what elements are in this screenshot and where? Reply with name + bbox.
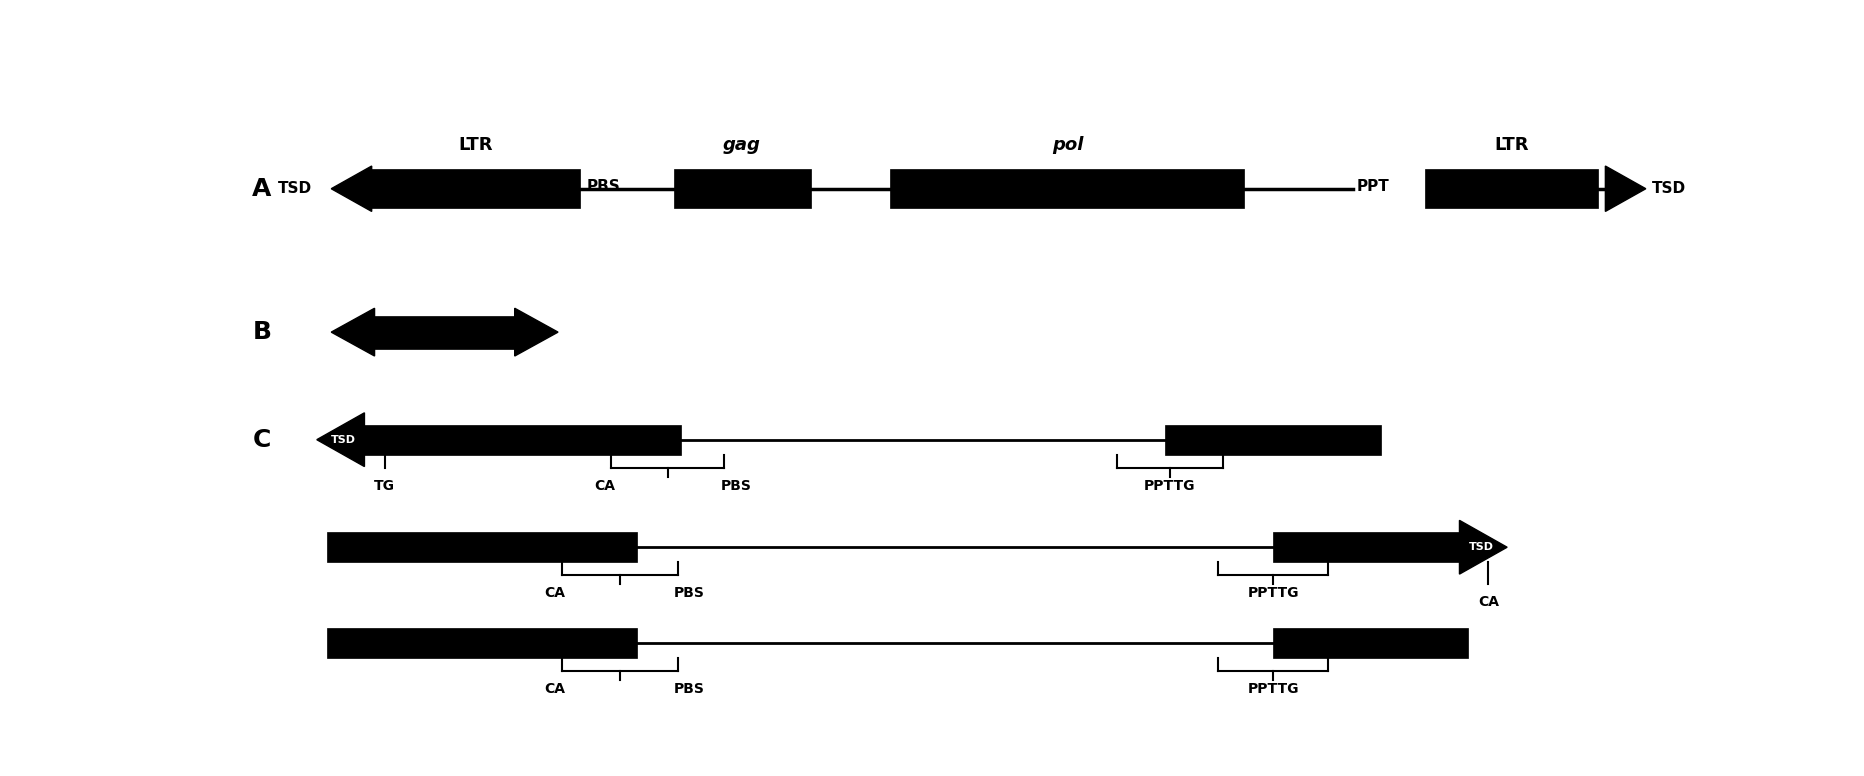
Text: TSD: TSD xyxy=(330,435,356,445)
Bar xyxy=(1273,628,1469,658)
Text: PBS: PBS xyxy=(675,586,705,600)
Text: PPT: PPT xyxy=(1357,179,1391,195)
Text: gag: gag xyxy=(723,137,761,154)
Polygon shape xyxy=(332,166,371,211)
Bar xyxy=(1273,532,1461,562)
Bar xyxy=(673,169,811,208)
Text: CA: CA xyxy=(544,586,565,600)
Bar xyxy=(363,424,680,455)
Text: LTR: LTR xyxy=(459,137,492,154)
Text: CA: CA xyxy=(595,479,615,493)
Text: PPTTG: PPTTG xyxy=(1247,681,1299,695)
Text: PBS: PBS xyxy=(675,681,705,695)
Text: PPTTG: PPTTG xyxy=(1144,479,1195,493)
Text: TSD: TSD xyxy=(1469,542,1493,553)
Text: TSD: TSD xyxy=(278,182,313,196)
Text: C: C xyxy=(254,428,270,452)
Bar xyxy=(1424,169,1597,208)
Bar xyxy=(371,316,514,348)
Text: PPTTG: PPTTG xyxy=(1247,586,1299,600)
Bar xyxy=(326,628,637,658)
Text: LTR: LTR xyxy=(1495,137,1528,154)
Bar xyxy=(371,169,580,208)
Text: TG: TG xyxy=(375,479,395,493)
Text: PBS: PBS xyxy=(587,179,621,195)
Bar xyxy=(326,532,637,562)
Text: PBS: PBS xyxy=(720,479,751,493)
Polygon shape xyxy=(332,308,375,356)
Bar xyxy=(1165,424,1381,455)
Text: CA: CA xyxy=(544,681,565,695)
Bar xyxy=(891,169,1245,208)
Text: CA: CA xyxy=(1478,595,1499,609)
Text: A: A xyxy=(252,177,272,201)
Text: pol: pol xyxy=(1053,137,1083,154)
Text: TSD: TSD xyxy=(1652,182,1685,196)
Text: B: B xyxy=(252,320,272,344)
Polygon shape xyxy=(514,308,557,356)
Polygon shape xyxy=(1605,166,1646,211)
Polygon shape xyxy=(317,413,365,466)
Polygon shape xyxy=(1460,521,1508,574)
